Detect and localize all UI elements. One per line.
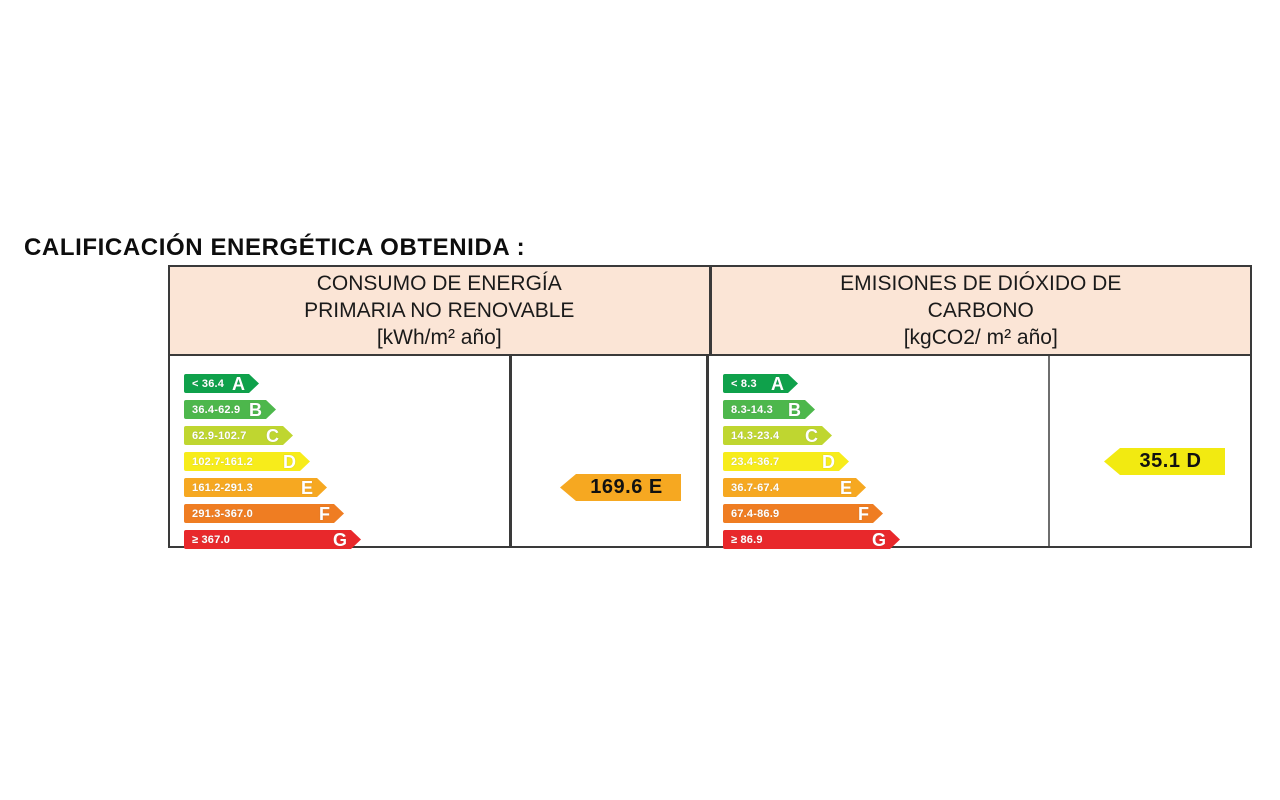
scale-band-C: 62.9-102.7 C — [184, 426, 293, 445]
consumo-indicator-arrow: 169.6 E — [560, 474, 681, 501]
band-range-label: 23.4-36.7 — [731, 455, 780, 468]
scale-band-D: 102.7-161.2 D — [184, 452, 310, 471]
band-letter: G — [871, 529, 886, 550]
band-range-label: 291.3-367.0 — [192, 507, 253, 520]
emisiones-indicator-value: 35.1 D — [1139, 450, 1202, 472]
band-range-label: ≥ 367.0 — [192, 533, 231, 546]
scale-band-G: ≥ 367.0 G — [184, 530, 361, 549]
band-range-label: 8.3-14.3 — [731, 403, 773, 416]
band-letter: F — [319, 503, 330, 524]
scale-band-E: 161.2-291.3 E — [184, 478, 327, 497]
rating-table: CONSUMO DE ENERGÍA PRIMARIA NO RENOVABLE… — [168, 265, 1252, 548]
consumo-value-cell: 169.6 E — [512, 356, 709, 546]
energy-scale-emisiones: < 8.3 A 8.3-14.3 B 14.3-23.4 C 23.4-36.7 D 36.7-… — [723, 374, 900, 549]
consumo-indicator-value: 169.6 E — [590, 476, 663, 498]
table-body-row: < 36.4 A 36.4-62.9 B 62.9-102.7 C 102.7-161.2 D… — [170, 356, 1250, 546]
band-range-label: 102.7-161.2 — [192, 455, 253, 468]
header-line: EMISIONES DE DIÓXIDO DE — [840, 272, 1122, 295]
scale-band-F: 67.4-86.9 F — [723, 504, 883, 523]
band-letter: B — [249, 399, 262, 420]
band-letter: E — [839, 477, 852, 498]
scale-band-A: < 36.4 A — [184, 374, 259, 393]
band-range-label: 62.9-102.7 — [192, 429, 247, 442]
consumo-scale-cell: < 36.4 A 36.4-62.9 B 62.9-102.7 C 102.7-161.2 D… — [170, 356, 512, 546]
scale-band-G: ≥ 86.9 G — [723, 530, 900, 549]
emisiones-scale-cell: < 8.3 A 8.3-14.3 B 14.3-23.4 C 23.4-36.7 D 36.7-… — [709, 356, 1050, 546]
scale-band-C: 14.3-23.4 C — [723, 426, 832, 445]
band-letter: F — [858, 503, 869, 524]
band-letter: C — [805, 425, 818, 446]
scale-band-A: < 8.3 A — [723, 374, 798, 393]
scale-band-B: 36.4-62.9 B — [184, 400, 276, 419]
band-letter: E — [300, 477, 313, 498]
band-letter: C — [266, 425, 279, 446]
band-range-label: 14.3-23.4 — [731, 429, 780, 442]
band-letter: B — [788, 399, 801, 420]
header-emisiones-co2: EMISIONES DE DIÓXIDO DE CARBONO [kgCO2/ … — [711, 267, 1250, 354]
band-letter: G — [332, 529, 347, 550]
band-range-label: 36.7-67.4 — [731, 481, 780, 494]
emisiones-indicator-arrow: 35.1 D — [1104, 448, 1225, 475]
band-range-label: < 8.3 — [731, 377, 757, 390]
header-consumo-energia: CONSUMO DE ENERGÍA PRIMARIA NO RENOVABLE… — [170, 267, 712, 354]
header-line: CONSUMO DE ENERGÍA — [316, 272, 562, 295]
band-range-label: 161.2-291.3 — [192, 481, 253, 494]
band-letter: D — [822, 451, 835, 472]
band-range-label: ≥ 86.9 — [731, 533, 763, 546]
scale-band-D: 23.4-36.7 D — [723, 452, 849, 471]
band-range-label: 36.4-62.9 — [192, 403, 241, 416]
scale-band-B: 8.3-14.3 B — [723, 400, 815, 419]
band-range-label: < 36.4 — [192, 377, 225, 390]
emisiones-value-cell: 35.1 D — [1050, 356, 1250, 546]
page-title: CALIFICACIÓN ENERGÉTICA OBTENIDA : — [24, 234, 526, 261]
band-range-label: 67.4-86.9 — [731, 507, 780, 520]
header-line: PRIMARIA NO RENOVABLE — [304, 299, 575, 322]
energy-scale-consumo: < 36.4 A 36.4-62.9 B 62.9-102.7 C 102.7-161.2 D… — [184, 374, 361, 549]
table-header-row: CONSUMO DE ENERGÍA PRIMARIA NO RENOVABLE… — [170, 267, 1250, 356]
scale-band-E: 36.7-67.4 E — [723, 478, 866, 497]
scale-band-F: 291.3-367.0 F — [184, 504, 344, 523]
header-units: [kWh/m² año] — [376, 326, 502, 349]
header-units: [kgCO2/ m² año] — [903, 326, 1058, 349]
header-line: CARBONO — [927, 299, 1034, 322]
band-letter: D — [283, 451, 296, 472]
band-letter: A — [771, 373, 784, 394]
band-letter: A — [232, 373, 245, 394]
